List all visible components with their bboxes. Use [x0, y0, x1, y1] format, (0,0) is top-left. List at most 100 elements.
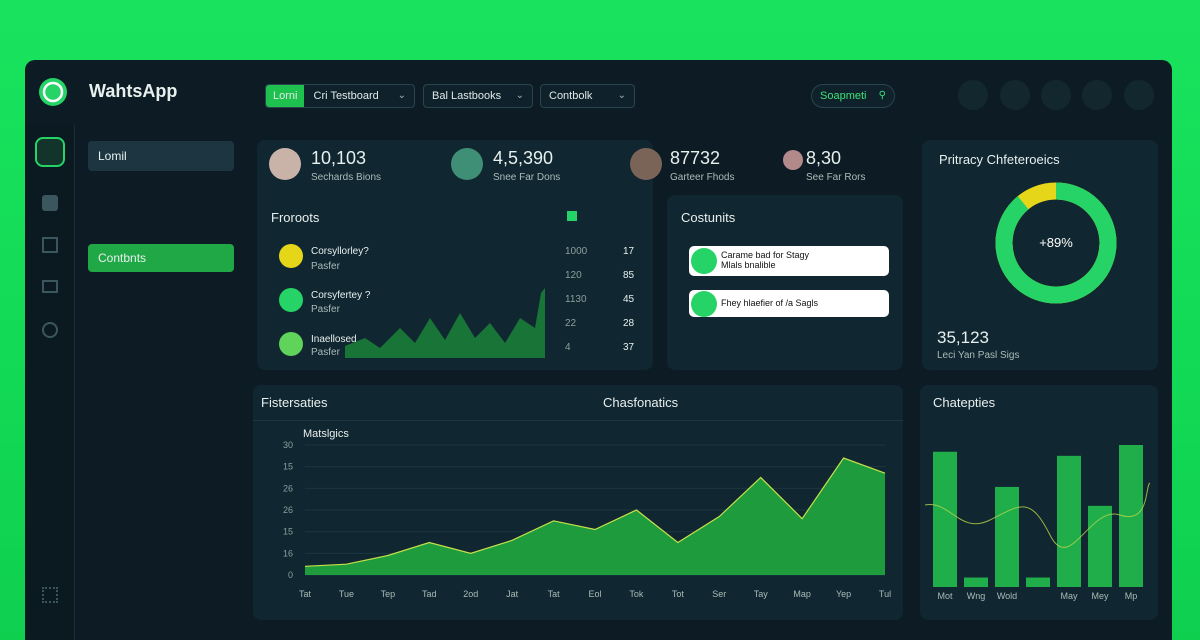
bar: [1088, 505, 1112, 587]
nav-icon[interactable]: [42, 322, 58, 338]
x-tick-label: Mey: [1091, 591, 1109, 601]
tab-label[interactable]: Bal Lastbooks: [432, 90, 502, 102]
y-tick-label: 15: [283, 462, 293, 472]
bar: [1026, 577, 1050, 587]
area: [305, 458, 885, 575]
chevron: ⌄: [515, 90, 524, 101]
nav-icon[interactable]: [42, 237, 58, 253]
icon-button[interactable]: [958, 80, 988, 110]
row-name: Corsyllorley?: [311, 246, 369, 257]
search-icon: ⚲: [878, 90, 886, 101]
search[interactable]: Soapmeti ⚲: [811, 84, 895, 108]
sidebar-item[interactable]: Lomil: [88, 141, 234, 171]
total-label: Leci Yan Pasl Sigs: [937, 350, 1020, 361]
bar: [964, 577, 988, 587]
tab-label[interactable]: Contbolk: [549, 90, 593, 102]
stat-label: Snee Far Dons: [493, 172, 561, 183]
area-chart: Matslgics 0 16 15 26 26 15 30 Tat Tue Tep Tad 2od Jat…: [283, 428, 891, 599]
x-tick-label: Tad: [422, 589, 437, 599]
x-tick-label: Tep: [381, 589, 396, 599]
panel-title: Costunits: [681, 210, 736, 225]
x-tick-label: Wng: [967, 591, 986, 601]
search-text[interactable]: Soapmeti: [820, 90, 867, 102]
donut-chart: +89%: [995, 182, 1117, 304]
row-name: Inaellosed: [311, 334, 357, 345]
row-name: Corsyfertey ?: [311, 290, 371, 301]
number-cell: 4: [565, 342, 571, 353]
y-tick-label: 0: [288, 570, 293, 580]
x-tick-label: 2od: [463, 589, 478, 599]
stat-value: 4,5,390: [493, 148, 554, 168]
x-tick-label: Mot: [937, 591, 953, 601]
row-icon: [279, 244, 303, 268]
item-icon: [691, 291, 717, 317]
list-item[interactable]: Carame bad for Stagy Mlals bnalible: [689, 246, 889, 276]
y-tick-label: 26: [283, 483, 293, 493]
bar: [995, 486, 1019, 587]
divider: [253, 420, 903, 421]
number-cell: 1000: [565, 246, 588, 257]
item-text: Mlals bnalible: [721, 260, 776, 270]
number-cell: 28: [623, 318, 635, 329]
x-tick-label: Tue: [339, 589, 354, 599]
x-tick-label: Tot: [672, 589, 685, 599]
number-cell: 22: [565, 318, 577, 329]
stat-label: Garteer Fhods: [670, 172, 735, 183]
x-tick-label: Mp: [1125, 591, 1138, 601]
stat-label: Sechards Bions: [311, 172, 382, 183]
number-cell: 85: [623, 270, 635, 281]
nav-icon[interactable]: [42, 195, 58, 211]
bar: [1057, 455, 1081, 587]
row-sub: Pasfer: [311, 347, 340, 358]
icon-button[interactable]: [1082, 80, 1112, 110]
x-tick-label: Tat: [548, 589, 561, 599]
tab-active[interactable]: Lorni: [266, 85, 305, 107]
icon-button[interactable]: [1124, 80, 1154, 110]
row-sub: Pasfer: [311, 261, 340, 272]
panel-title: Pritracy Chfeteroeics: [939, 152, 1060, 167]
y-tick-label: 26: [283, 505, 293, 515]
toggle[interactable]: [567, 211, 577, 221]
bar-chart: Mot Wng Wold May Mey Mp: [924, 445, 1151, 601]
y-tick-label: 15: [283, 527, 293, 537]
trend-line: [924, 482, 1151, 548]
panel-title: Froroots: [271, 210, 320, 225]
tab-label[interactable]: Cri Testboard: [313, 90, 379, 102]
number-cell: 1130: [565, 294, 587, 305]
row-icon: [279, 288, 303, 312]
avatar: [451, 148, 483, 180]
nav-rail: [25, 125, 75, 640]
tab[interactable]: Contbolk ⌄: [540, 84, 635, 108]
item-text: Fhey hlaefier of /a Sagls: [721, 298, 819, 308]
costunits-panel: [667, 195, 903, 370]
number-cell: 45: [623, 294, 635, 305]
donut-segment: [995, 182, 1117, 304]
x-tick-label: May: [1060, 591, 1078, 601]
x-tick-label: Eol: [588, 589, 601, 599]
bar: [933, 451, 957, 587]
icon-button[interactable]: [1000, 80, 1030, 110]
number-cell: 17: [623, 246, 635, 257]
icon-button[interactable]: [1041, 80, 1071, 110]
stat-value: 87732: [670, 148, 721, 168]
sidebar-item-active[interactable]: Contbnts: [88, 244, 234, 272]
nav-icon[interactable]: [42, 587, 58, 603]
x-tick-label: Ser: [712, 589, 726, 599]
logo: [39, 78, 67, 106]
app-name: WahtsApp: [89, 81, 178, 101]
panel-title: Fistersaties: [261, 395, 328, 410]
nav-icon[interactable]: [35, 137, 65, 167]
tab[interactable]: Bal Lastbooks ⌄: [423, 84, 533, 108]
x-tick-label: Wold: [997, 591, 1017, 601]
y-tick-label: 16: [283, 548, 293, 558]
tab[interactable]: Lorni Cri Testboard ⌄: [265, 84, 415, 108]
avatar: [269, 148, 301, 180]
total-value: 35,123: [937, 328, 989, 347]
list-item[interactable]: Fhey hlaefier of /a Sagls: [689, 290, 889, 317]
x-tick-label: Jat: [506, 589, 519, 599]
x-tick-label: Yep: [836, 589, 851, 599]
chevron: ⌄: [397, 90, 406, 101]
stat-value: 8,30: [806, 148, 842, 168]
nav-icon[interactable]: [42, 280, 58, 293]
